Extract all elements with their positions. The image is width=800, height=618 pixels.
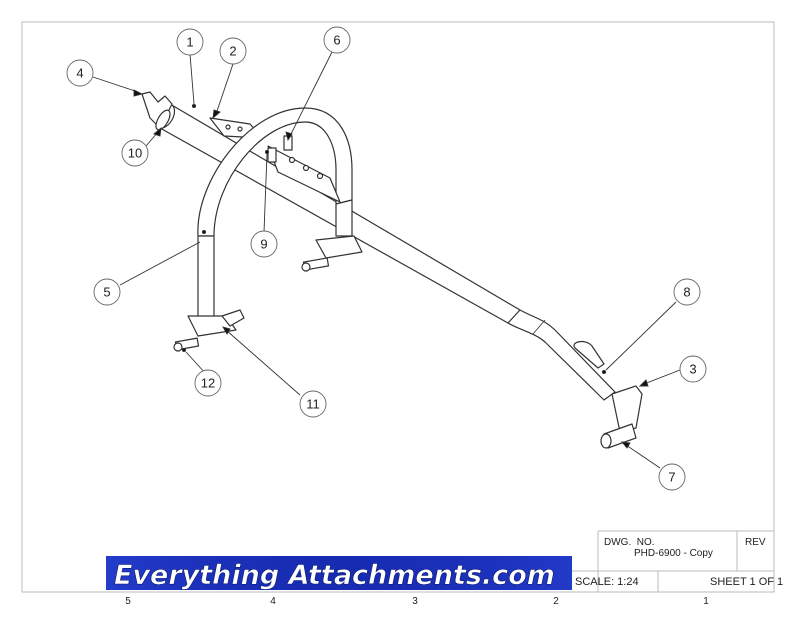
hitch-hook [573, 340, 605, 369]
scale-value: SCALE: 1:24 [575, 576, 639, 588]
svg-text:7: 7 [668, 470, 675, 485]
zone-marker: 2 [553, 596, 559, 607]
svg-text:9: 9 [260, 237, 267, 252]
callout-6: 6 [323, 26, 351, 54]
svg-text:6: 6 [333, 33, 340, 48]
part-drawing [141, 91, 643, 449]
svg-text:5: 5 [103, 285, 110, 300]
collar-ring [155, 109, 171, 131]
svg-text:2: 2 [229, 44, 236, 59]
dwg-no-label: DWG. NO. [604, 537, 655, 548]
callout-4: 4 [66, 59, 94, 87]
svg-text:8: 8 [683, 285, 690, 300]
callout-8: 8 [673, 278, 701, 306]
left-foot [173, 309, 245, 352]
callout-9: 9 [250, 230, 278, 258]
callout-2: 2 [219, 37, 247, 65]
svg-text:3: 3 [689, 362, 696, 377]
right-foot [301, 235, 363, 272]
center-plates [267, 135, 341, 203]
zone-marker: 5 [125, 596, 131, 607]
title-block [572, 530, 774, 592]
svg-text:4: 4 [76, 66, 83, 81]
callout-12: 12 [194, 369, 222, 397]
zone-markers: 5 4 3 2 1 [125, 596, 709, 607]
rev-label: REV [745, 537, 766, 548]
arched-hoop [197, 107, 353, 319]
svg-text:1: 1 [186, 35, 193, 50]
leader-lines [92, 51, 681, 469]
svg-text:Everything Attachments.com: Everything Attachments.com [114, 560, 555, 591]
sheet-value: SHEET 1 OF 1 [710, 576, 783, 588]
callout-10: 10 [121, 139, 149, 167]
callout-3: 3 [679, 355, 707, 383]
sheet-border [21, 21, 775, 593]
zone-marker: 1 [703, 596, 709, 607]
end-pin [600, 423, 637, 449]
brand-logo: Everything Attachments.com [106, 556, 572, 591]
svg-text:12: 12 [201, 376, 215, 391]
zone-marker: 3 [412, 596, 418, 607]
zone-marker: 4 [270, 596, 276, 607]
dwg-no-value: PHD-6900 - Copy [634, 548, 713, 559]
callout-1: 1 [176, 28, 204, 56]
svg-text:10: 10 [128, 146, 142, 161]
callout-11: 11 [299, 390, 327, 418]
main-tube [154, 103, 616, 401]
callout-5: 5 [93, 278, 121, 306]
end-plate [611, 385, 643, 433]
callout-7: 7 [658, 463, 686, 491]
svg-text:11: 11 [306, 397, 320, 412]
